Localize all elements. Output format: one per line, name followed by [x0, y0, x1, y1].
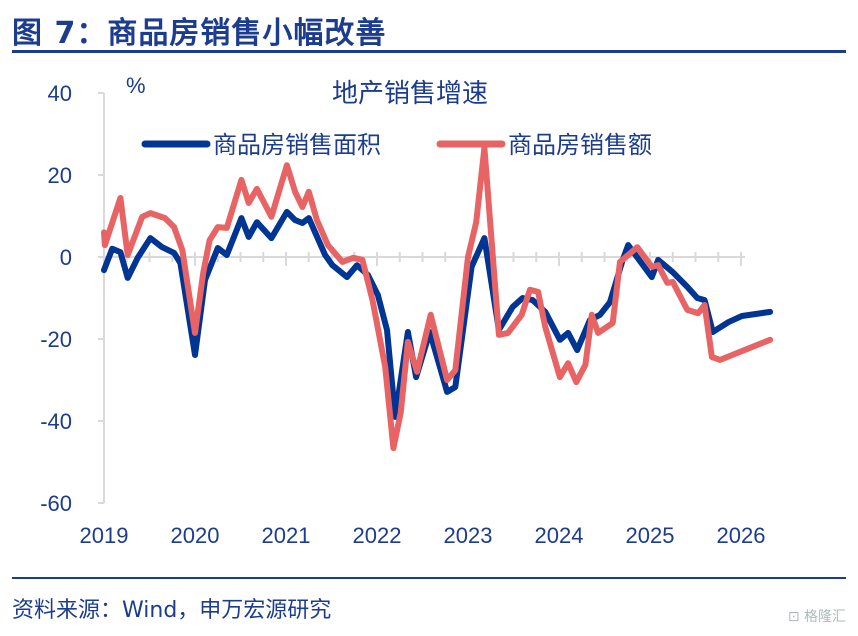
title-rule: [12, 50, 846, 53]
y-tick-label: 20: [48, 163, 72, 188]
legend-label: 商品房销售面积: [213, 131, 381, 159]
y-tick-label: 0: [60, 245, 72, 270]
y-tick-label: -20: [40, 327, 72, 352]
y-tick-label: 40: [48, 81, 72, 106]
source-rule: [12, 577, 846, 579]
line-chart: 40 20 0 -20 -40 -60 2019 2020 2021 2022 2023 2024 20…: [40, 73, 774, 548]
y-tick-label: -40: [40, 409, 72, 434]
series-line-area: [101, 208, 774, 420]
figure-title: 图 7：商品房销售小幅改善: [12, 16, 387, 51]
y-axis-unit: %: [126, 73, 146, 98]
chart-title: 地产销售增速: [332, 79, 488, 109]
x-tick-label: 2021: [262, 523, 311, 548]
x-tick-label: 2026: [717, 523, 766, 548]
x-tick-label: 2023: [444, 523, 493, 548]
x-tick-label: 2020: [171, 523, 220, 548]
x-tick-label: 2024: [535, 523, 584, 548]
x-tick-label: 2022: [353, 523, 402, 548]
x-tick-label: 2019: [80, 523, 129, 548]
series-line-amount: [101, 144, 774, 452]
legend-label: 商品房销售额: [508, 131, 652, 159]
y-tick-label: -60: [40, 491, 72, 516]
watermark-logo: ⊡ 格隆汇: [787, 609, 846, 625]
x-tick-label: 2025: [626, 523, 675, 548]
source-note: 资料来源：Wind，申万宏源研究: [12, 598, 332, 623]
